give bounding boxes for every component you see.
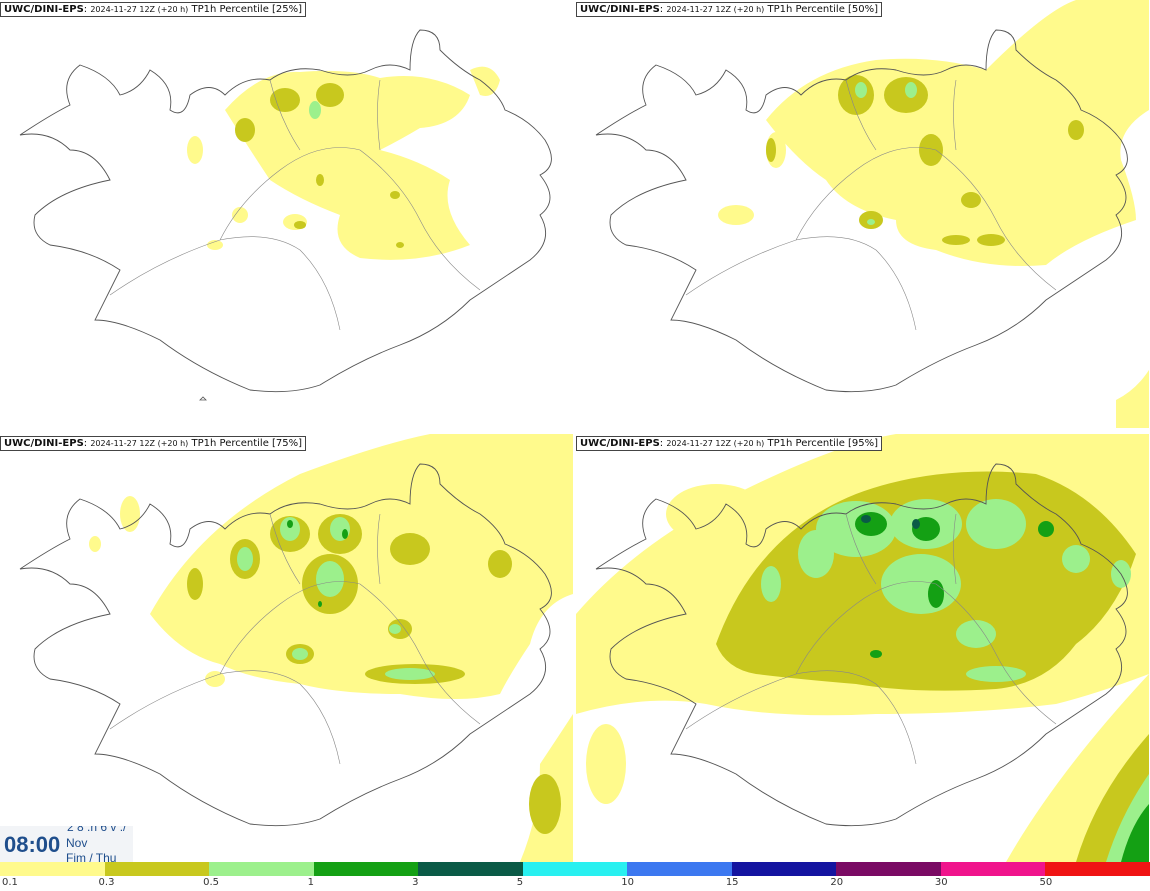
legend-tick-label: 15: [725, 877, 739, 888]
precip-map: [19, 434, 573, 862]
legend-tick-label: 5: [516, 877, 524, 888]
legend-swatch: [940, 862, 1046, 876]
panel-title: UWC/DINI-EPS: 2024-11-27 12Z (+20 h) TP1…: [0, 436, 307, 451]
precip-fill-heavy: [235, 83, 404, 248]
legend-tick-label: 0.1: [2, 877, 18, 888]
precip-fill: [89, 434, 573, 862]
model-name: UWC/DINI-EPS: [4, 4, 84, 15]
run-timestamp: 2024-11-27 12Z (+20 h): [90, 5, 189, 14]
legend-tick-label: 0.3: [98, 877, 115, 888]
legend-swatch: [627, 862, 732, 876]
map-panel-p25: UWC/DINI-EPS: 2024-11-27 12Z (+20 h) TP1…: [0, 0, 573, 428]
legend-tick-label: 3: [412, 877, 419, 888]
roads: [109, 513, 481, 765]
model-name: UWC/DINI-EPS: [580, 438, 660, 449]
legend-tick-label: 0.5: [203, 877, 219, 888]
valid-day: Fim / Thu: [66, 851, 117, 862]
legend-swatch: [0, 862, 105, 876]
map-panel-p95: UWC/DINI-EPS: 2024-11-27 12Z (+20 h) TP1…: [576, 434, 1149, 862]
valid-month: Nov: [66, 836, 88, 850]
legend-swatch: [209, 862, 314, 876]
valid-time-box: 08:00 2 8 .n 6 v ./ Nov Fim / Thu: [0, 826, 133, 862]
field-name: TP1h Percentile [25%]: [191, 4, 303, 15]
precip-map: [595, 0, 1149, 428]
legend-swatch: [313, 862, 419, 876]
legend-tick-label: 30: [934, 877, 948, 888]
precip-map: [576, 434, 1149, 862]
precip-legend: 0.1 0.3 0.5 1 3 5 10 15 20 30 50: [0, 862, 1150, 891]
panel-title: UWC/DINI-EPS: 2024-11-27 12Z (+20 h) TP1…: [0, 2, 307, 17]
legend-ticks: 0.1 0.3 0.5 1 3 5 10 15 20 30 50: [0, 877, 1150, 891]
panel-title: UWC/DINI-EPS: 2024-11-27 12Z (+20 h) TP1…: [576, 436, 883, 451]
valid-date-partial: 2 8 .n 6 v ./: [67, 826, 127, 834]
panel-title: UWC/DINI-EPS: 2024-11-27 12Z (+20 h) TP1…: [576, 2, 883, 17]
roads: [685, 513, 1057, 765]
map-panel-p75: UWC/DINI-EPS: 2024-11-27 12Z (+20 h) TP1…: [0, 434, 573, 862]
run-timestamp: 2024-11-27 12Z (+20 h): [666, 439, 765, 448]
run-timestamp: 2024-11-27 12Z (+20 h): [666, 5, 765, 14]
roads: [685, 79, 1057, 331]
model-name: UWC/DINI-EPS: [580, 4, 660, 15]
legend-swatch: [418, 862, 523, 876]
legend-swatch: [1045, 862, 1150, 876]
legend-swatch: [522, 862, 628, 876]
field-name: TP1h Percentile [95%]: [767, 438, 879, 449]
field-name: TP1h Percentile [75%]: [191, 438, 303, 449]
legend-swatch: [104, 862, 210, 876]
legend-tick-label: 10: [621, 877, 634, 888]
coastline: [19, 29, 552, 393]
map-panel-p50: UWC/DINI-EPS: 2024-11-27 12Z (+20 h) TP1…: [576, 0, 1149, 428]
field-name: TP1h Percentile [50%]: [767, 4, 879, 15]
coastline: [595, 29, 1128, 393]
legend-swatch: [731, 862, 837, 876]
precip-map: [19, 29, 552, 401]
run-timestamp: 2024-11-27 12Z (+20 h): [90, 439, 189, 448]
legend-tick-label: 50: [1039, 877, 1053, 888]
coastline: [19, 463, 552, 827]
precip-fill-heavy: [187, 514, 561, 834]
model-name: UWC/DINI-EPS: [4, 438, 84, 449]
valid-hour: 08:00: [4, 832, 61, 857]
coastline: [595, 463, 1128, 827]
legend-swatch: [836, 862, 941, 876]
precip-fill-heavy: [716, 471, 1149, 862]
legend-tick-label: 20: [830, 877, 844, 888]
island-outline: [199, 396, 207, 401]
legend-colorbar: [0, 862, 1150, 876]
precip-fill: [187, 66, 500, 260]
legend-tick-label: 1: [307, 877, 314, 888]
roads: [109, 79, 481, 331]
